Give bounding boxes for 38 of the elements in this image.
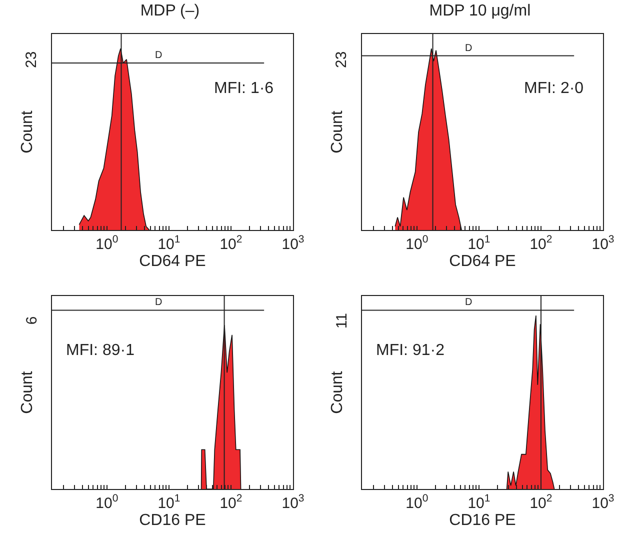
annotation: MFI: 91·2 — [376, 342, 445, 359]
chart-title: MDP (–) — [140, 2, 200, 20]
x-tick-label: 10$^{1}$ — [468, 492, 490, 512]
x-tick-label: 10$^{1}$ — [158, 492, 180, 512]
x-tick-label: 10$^{2}$ — [220, 492, 242, 512]
x-axis-title: CD16 PE — [449, 512, 516, 529]
text: 23 — [333, 51, 350, 68]
y-axis-title: Count — [328, 370, 346, 414]
ref-line-label: D — [465, 43, 472, 54]
ref-line-label: D — [155, 297, 162, 308]
y-axis-title: Count — [18, 370, 36, 414]
annotation: MFI: 1·6 — [214, 80, 274, 97]
x-tick-label: 10$^{0}$ — [96, 234, 118, 253]
x-axis-title: CD64 PE — [449, 253, 516, 270]
text: 11 — [333, 313, 350, 329]
y-axis-title: Count — [18, 110, 36, 154]
chart-title: MDP 10 μg/ml — [429, 2, 531, 20]
annotation: MFI: 89·1 — [66, 342, 135, 359]
text: 6 — [23, 316, 40, 325]
ref-line-label: D — [155, 50, 162, 61]
x-axis-title: CD64 PE — [139, 253, 206, 270]
x-tick-label: 10$^{1}$ — [158, 234, 180, 253]
x-tick-label: 10$^{2}$ — [530, 234, 552, 253]
x-tick-label: 10$^{2}$ — [530, 492, 552, 512]
ref-line-label: D — [465, 297, 472, 308]
x-tick-label: 10$^{1}$ — [468, 234, 490, 253]
x-tick-label: 10$^{0}$ — [406, 492, 428, 512]
x-tick-label: 10$^{0}$ — [406, 234, 428, 253]
x-tick-label: 10$^{3}$ — [282, 492, 304, 512]
x-tick-label: 10$^{2}$ — [220, 234, 242, 253]
annotation: MFI: 2·0 — [524, 80, 584, 97]
y-axis-title: Count — [328, 110, 346, 154]
x-tick-label: 10$^{0}$ — [96, 492, 118, 512]
text: 23 — [23, 51, 40, 68]
x-axis-title: CD16 PE — [139, 512, 206, 529]
x-tick-label: 10$^{3}$ — [592, 492, 614, 512]
x-tick-label: 10$^{3}$ — [282, 234, 304, 253]
x-tick-label: 10$^{3}$ — [592, 234, 614, 253]
